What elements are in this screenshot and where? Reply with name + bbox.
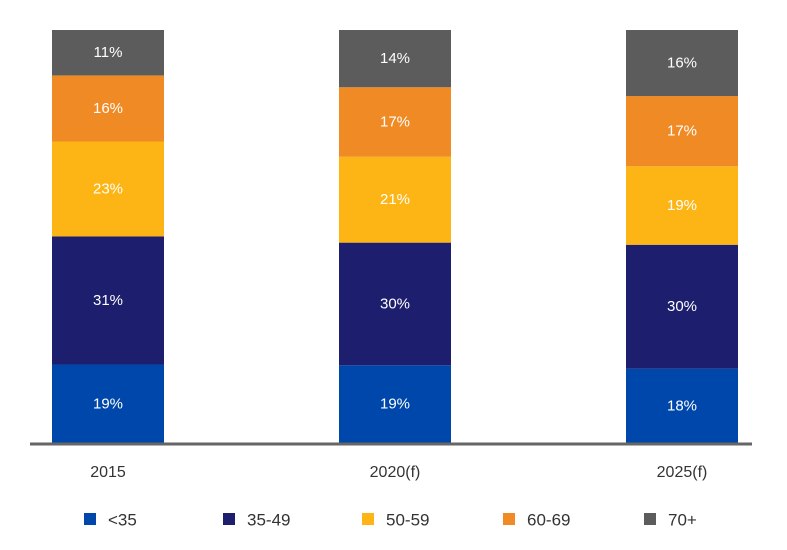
legend-swatch-s0 — [84, 513, 96, 525]
bar-segment-2020-f-s3 — [339, 87, 451, 157]
data-label-2020-f-s3: 17% — [380, 114, 410, 131]
legend-label-s3: 60-69 — [527, 511, 570, 530]
data-label-2015-s0: 19% — [93, 395, 123, 412]
data-label-2020-f-s4: 14% — [380, 50, 410, 67]
category-labels: 2015 2020(f) 2025(f) — [90, 464, 707, 481]
bar-segment-2025-f-s4 — [626, 30, 738, 97]
bar-segment-2020-f-s1 — [339, 242, 451, 366]
legend-swatch-s3 — [503, 513, 515, 525]
legend-swatch-s1 — [223, 513, 235, 525]
legend-label-s0: <35 — [108, 511, 137, 530]
bar-segment-2015-s1 — [52, 236, 164, 365]
data-label-2015-s1: 31% — [93, 292, 123, 309]
data-label-2025-f-s1: 30% — [667, 298, 697, 315]
category-label-2015: 2015 — [90, 464, 126, 481]
data-label-2020-f-s2: 21% — [380, 191, 410, 208]
legend-label-s1: 35-49 — [247, 511, 290, 530]
data-label-2015-s2: 23% — [93, 181, 123, 198]
data-label-2015-s4: 11% — [94, 44, 123, 61]
bar-segment-2020-f-s0 — [339, 365, 451, 443]
bars-group: 19% 31% 23% 16% 11% 19% 30% 21% 17% 14% 18% 30% 19% 1… — [52, 30, 738, 443]
legend-label-s2: 50-59 — [386, 511, 429, 530]
data-label-2025-f-s0: 18% — [667, 397, 697, 414]
bar-segment-2025-f-s2 — [626, 166, 738, 245]
bar-segment-2025-f-s3 — [626, 96, 738, 167]
data-label-2015-s3: 16% — [93, 100, 123, 117]
data-label-2025-f-s3: 17% — [667, 123, 697, 140]
bar-segment-2025-f-s1 — [626, 244, 738, 369]
category-label-2020-f: 2020(f) — [370, 464, 421, 481]
data-label-2020-f-s0: 19% — [380, 396, 410, 413]
data-label-2020-f-s1: 30% — [380, 295, 410, 312]
bar-segment-2020-f-s4 — [339, 30, 451, 88]
legend: <35 35-49 50-59 60-69 70+ — [84, 511, 697, 530]
legend-swatch-s2 — [362, 513, 374, 525]
legend-label-s4: 70+ — [668, 511, 697, 530]
bar-segment-2015-s0 — [52, 364, 164, 443]
legend-swatch-s4 — [644, 513, 656, 525]
category-label-2025-f: 2025(f) — [657, 464, 708, 481]
bar-segment-2015-s2 — [52, 141, 164, 237]
bar-segment-2015-s4 — [52, 30, 164, 76]
data-label-2025-f-s4: 16% — [667, 55, 697, 72]
bar-segment-2015-s3 — [52, 75, 164, 142]
data-label-2025-f-s2: 19% — [667, 197, 697, 214]
bar-segment-2020-f-s2 — [339, 156, 451, 243]
bar-segment-2025-f-s0 — [626, 368, 738, 443]
